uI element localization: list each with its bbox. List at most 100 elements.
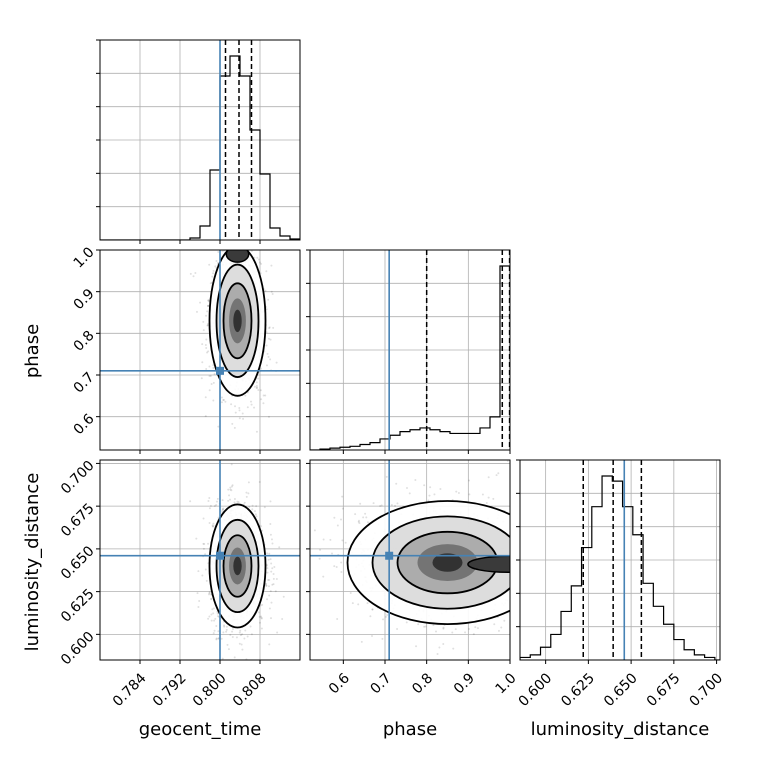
sample-point	[237, 247, 239, 249]
sample-point	[228, 494, 231, 497]
sample-point	[257, 258, 260, 261]
sample-point	[523, 543, 525, 545]
sample-point	[268, 594, 271, 597]
sample-point	[515, 547, 517, 549]
sample-point	[215, 637, 218, 640]
sample-point	[207, 538, 209, 540]
sample-point	[216, 615, 219, 618]
sample-point	[220, 396, 223, 399]
sample-point	[212, 366, 215, 369]
sample-point	[189, 272, 192, 275]
panel-phase-phase	[306, 249, 511, 454]
sample-point	[258, 615, 261, 618]
sample-point	[240, 224, 242, 226]
sample-point	[251, 504, 254, 507]
sample-point	[439, 487, 442, 490]
sample-point	[210, 613, 213, 616]
sample-point	[207, 242, 209, 244]
sample-point	[260, 262, 263, 265]
sample-point	[237, 244, 239, 246]
sample-point	[533, 589, 535, 591]
sample-point	[513, 564, 515, 566]
sample-point	[260, 616, 263, 619]
sample-point	[533, 581, 535, 583]
sample-point	[231, 627, 234, 630]
sample-point	[520, 570, 522, 572]
sample-point	[525, 570, 527, 572]
sample-point	[243, 501, 246, 504]
sample-point	[442, 627, 445, 630]
sample-point	[211, 524, 214, 527]
sample-point	[253, 510, 256, 513]
sample-point	[234, 177, 236, 179]
sample-point	[558, 554, 560, 556]
sample-point	[208, 615, 211, 618]
sample-point	[253, 385, 256, 388]
sample-point	[250, 250, 253, 253]
sample-point	[429, 486, 432, 489]
sample-point	[209, 504, 212, 507]
sample-point	[522, 574, 524, 576]
sample-point	[202, 329, 205, 332]
sample-point	[212, 381, 215, 384]
sample-point	[195, 310, 198, 313]
sample-point	[513, 575, 515, 577]
sample-point	[516, 565, 518, 567]
sample-point	[235, 248, 237, 250]
sample-point	[271, 542, 274, 545]
sample-point	[234, 234, 236, 236]
sample-point	[564, 568, 566, 570]
sample-point	[269, 358, 272, 361]
xtick-label: 0.800	[190, 670, 230, 710]
sample-point	[344, 541, 347, 544]
sample-point	[250, 403, 253, 406]
sample-point	[526, 561, 528, 563]
sample-point	[199, 301, 202, 304]
density-peak	[467, 555, 510, 574]
sample-point	[540, 572, 542, 574]
sample-point	[457, 492, 460, 495]
sample-point	[243, 241, 245, 243]
sample-point	[255, 384, 258, 387]
sample-point	[208, 389, 211, 392]
sample-point	[433, 493, 436, 496]
sample-point	[232, 237, 234, 239]
sample-point	[543, 487, 545, 489]
sample-point	[257, 611, 260, 614]
ytick-label: 0.625	[58, 586, 98, 626]
sample-point	[264, 394, 267, 397]
sample-point	[236, 237, 238, 239]
truth-marker	[385, 551, 394, 560]
sample-point	[274, 590, 277, 593]
sample-point	[208, 507, 211, 510]
sample-point	[234, 246, 236, 248]
sample-point	[259, 389, 262, 392]
sample-point	[232, 246, 234, 248]
sample-point	[396, 627, 399, 630]
panel-geocent-time-geocent-time	[96, 39, 301, 244]
sample-point	[265, 344, 268, 347]
sample-point	[529, 548, 531, 550]
sample-point	[396, 502, 399, 505]
sample-point	[514, 539, 516, 541]
sample-point	[570, 561, 572, 563]
sample-point	[520, 564, 522, 566]
sample-point	[239, 634, 242, 637]
sample-point	[370, 634, 373, 637]
sample-point	[535, 587, 537, 589]
sample-point	[408, 492, 411, 495]
sample-point	[575, 573, 577, 575]
sample-point	[530, 564, 532, 566]
sample-point	[216, 497, 219, 500]
sample-point	[231, 236, 233, 238]
sample-point	[538, 542, 540, 544]
sample-point	[476, 627, 479, 630]
sample-point	[243, 247, 245, 249]
sample-point	[255, 430, 258, 433]
sample-point	[211, 275, 214, 278]
sample-point	[524, 540, 526, 542]
sample-point	[208, 365, 211, 368]
sample-point	[513, 568, 515, 570]
sample-point	[236, 247, 238, 249]
sample-point	[255, 386, 258, 389]
